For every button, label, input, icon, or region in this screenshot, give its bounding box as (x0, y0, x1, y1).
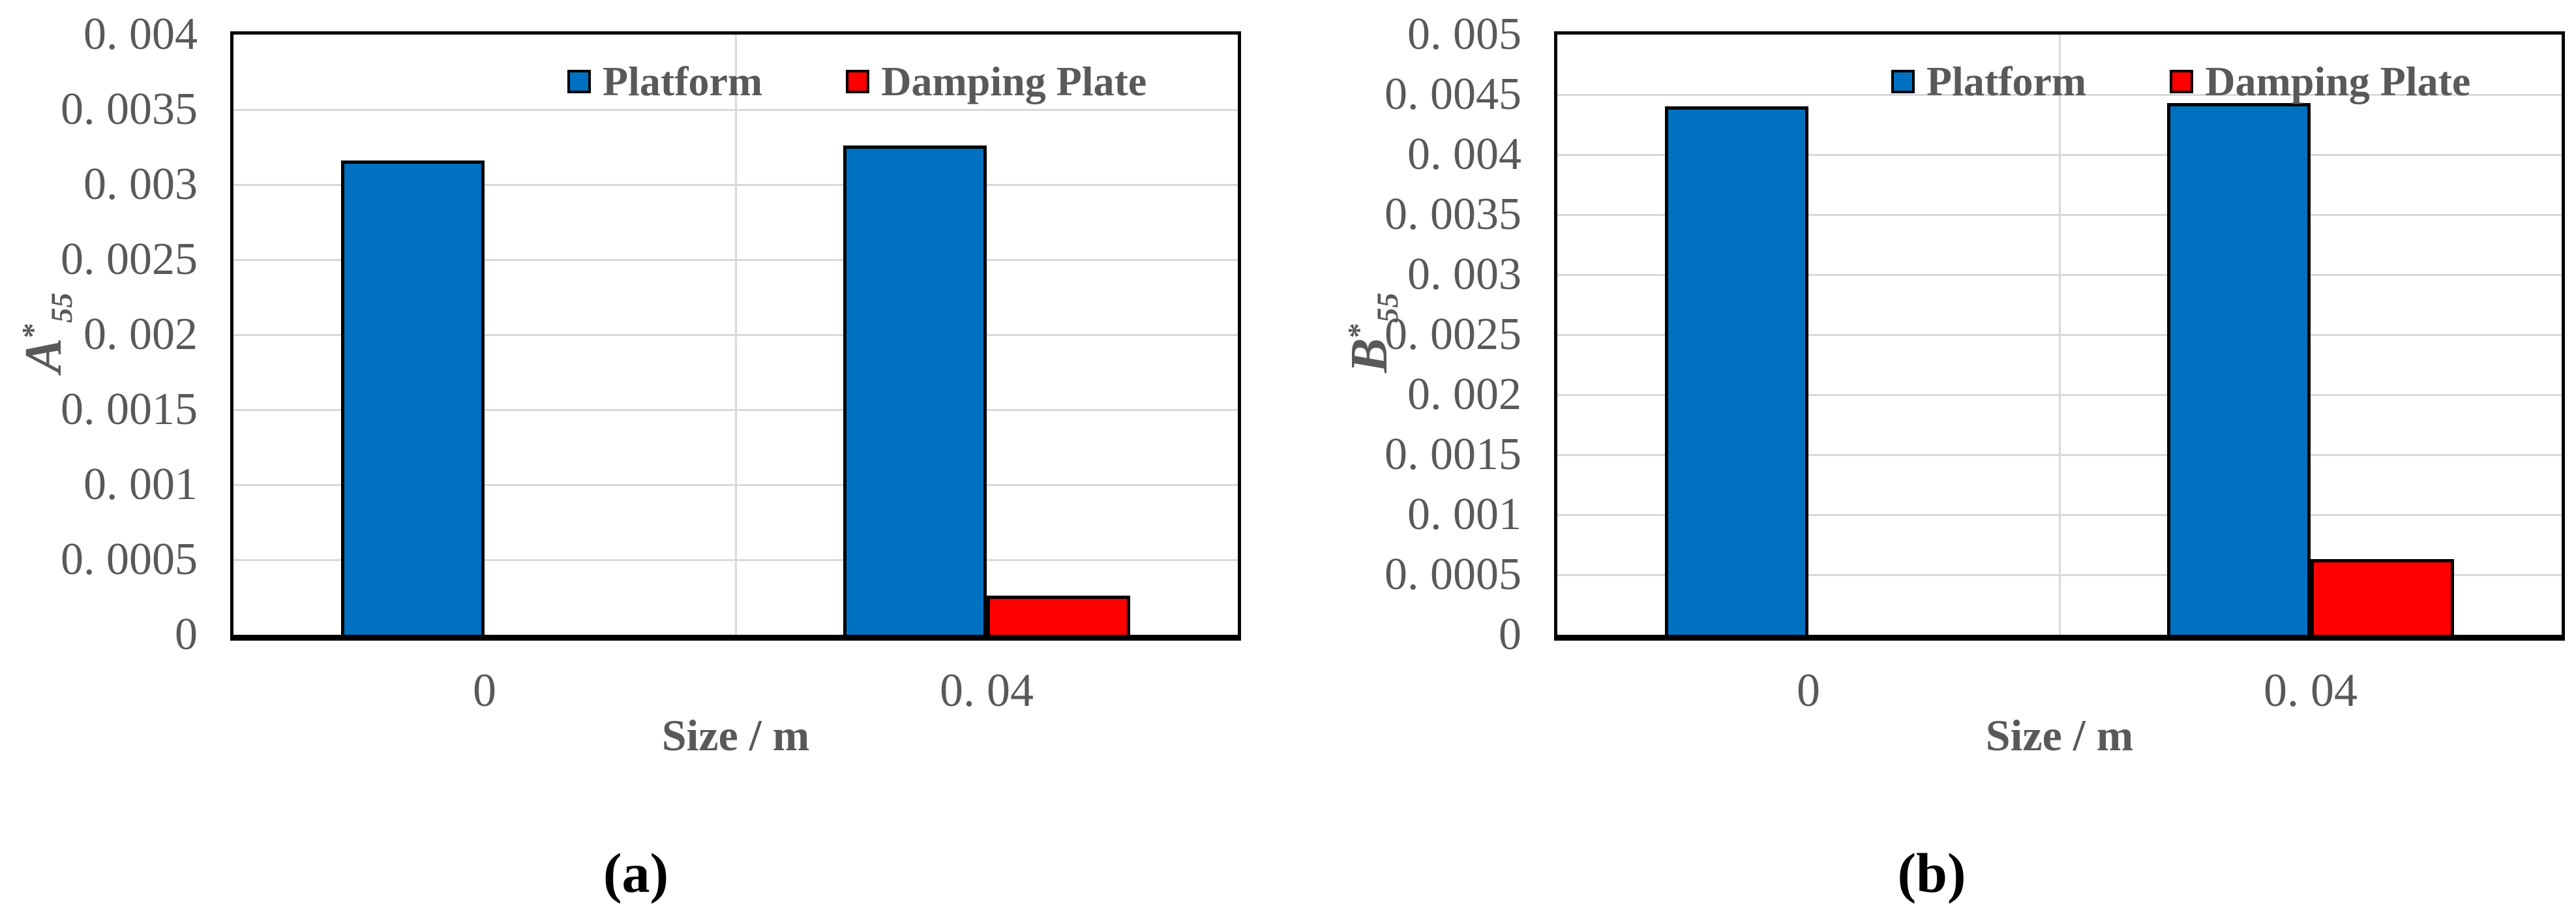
legend-item-damping-plate: Damping Plate (846, 61, 1146, 102)
x-axis-tick-label: 0. 04 (940, 664, 1034, 716)
y-axis-tick-label: 0. 0005 (1385, 549, 1521, 600)
y-gridline (1557, 334, 2562, 336)
category-boundary-gridline (2059, 35, 2061, 635)
y-axis-tick-label: 0 (175, 609, 198, 660)
y-axis-tick-label: 0. 0025 (1385, 309, 1521, 359)
y-gridline (233, 484, 1238, 486)
y-axis-title-sub: 55 (46, 292, 79, 323)
bar-platform (843, 145, 987, 635)
legend-item-damping-plate: Damping Plate (2170, 61, 2470, 102)
y-axis-tick-label: 0. 0015 (61, 384, 198, 434)
y-axis-title-base: B (1341, 338, 1398, 373)
y-axis-tick-label: 0. 0035 (1385, 189, 1521, 239)
y-axis-tick-label: 0. 001 (1407, 489, 1521, 540)
legend-swatch-damping-plate-icon (846, 70, 870, 93)
y-axis-tick-label: 0. 003 (1407, 249, 1521, 299)
y-axis-tick-label: 0. 002 (83, 309, 198, 359)
y-gridline (1557, 214, 2562, 216)
category-boundary-gridline (735, 35, 737, 635)
legend-swatch-damping-plate-icon (2170, 70, 2194, 93)
y-axis-tick-label: 0. 0015 (1385, 429, 1521, 480)
y-axis-tick-label: 0. 003 (83, 159, 198, 209)
y-axis-title-sub: 55 (1371, 292, 1405, 323)
y-axis-tick-label: 0. 004 (83, 9, 198, 59)
y-gridline (233, 559, 1238, 561)
y-gridline (1557, 394, 2562, 396)
legend-a: Platform Damping Plate (567, 61, 1146, 102)
panel-caption-a: (a) (603, 842, 669, 904)
y-axis-title: A*55 (14, 137, 80, 528)
y-gridline (1557, 154, 2562, 156)
plot-area-b: Platform Damping Plate (1554, 31, 2565, 641)
y-axis-tick-label: 0. 002 (1407, 369, 1521, 419)
y-gridline (1557, 94, 2562, 96)
legend-item-platform: Platform (1891, 61, 2086, 102)
y-gridline (1557, 514, 2562, 516)
legend-label: Platform (1926, 58, 2087, 104)
y-axis-title: B*55 (1340, 137, 1405, 528)
y-axis-tick-label: 0. 0005 (61, 534, 198, 585)
legend-swatch-platform-icon (1891, 70, 1915, 93)
y-axis-tick-label: 0. 0045 (1385, 69, 1521, 119)
x-axis-title: Size / m (661, 710, 810, 760)
panel-caption-b: (b) (1897, 842, 1966, 904)
y-gridline (1557, 574, 2562, 576)
y-axis-tick-label: 0. 001 (83, 459, 198, 510)
legend-item-platform: Platform (567, 61, 762, 102)
y-axis-tick-label: 0. 0025 (61, 234, 198, 284)
x-axis-title: Size / m (1985, 710, 2134, 760)
bar-platform (341, 160, 485, 635)
y-gridline (233, 409, 1238, 411)
legend-label: Damping Plate (2205, 58, 2471, 104)
x-axis-tick-label: 0 (473, 664, 496, 716)
bar-platform (2167, 103, 2311, 635)
y-gridline (233, 334, 1238, 336)
y-gridline (233, 109, 1238, 111)
legend-b: Platform Damping Plate (1891, 61, 2470, 102)
y-axis-title-base: A (15, 338, 72, 373)
bar-platform (1665, 106, 1808, 635)
bar-damping-plate (2311, 559, 2454, 635)
bar-damping-plate (987, 596, 1130, 635)
y-gridline (233, 259, 1238, 261)
y-gridline (233, 184, 1238, 186)
y-axis-tick-label: 0. 0035 (61, 84, 198, 134)
y-gridline (1557, 454, 2562, 456)
legend-swatch-platform-icon (567, 70, 591, 93)
y-axis-tick-label: 0. 005 (1407, 9, 1521, 59)
y-axis-tick-label: 0. 004 (1407, 129, 1521, 179)
x-axis-tick-label: 0 (1797, 664, 1820, 716)
y-axis-title-sup: * (16, 322, 50, 339)
plot-area-a: Platform Damping Plate (230, 31, 1241, 641)
y-axis-title-sup: * (1342, 322, 1376, 339)
legend-label: Platform (603, 58, 763, 104)
y-axis-tick-label: 0 (1499, 609, 1521, 660)
x-axis-tick-label: 0. 04 (2264, 664, 2358, 716)
legend-label: Damping Plate (881, 58, 1147, 104)
y-gridline (1557, 274, 2562, 276)
